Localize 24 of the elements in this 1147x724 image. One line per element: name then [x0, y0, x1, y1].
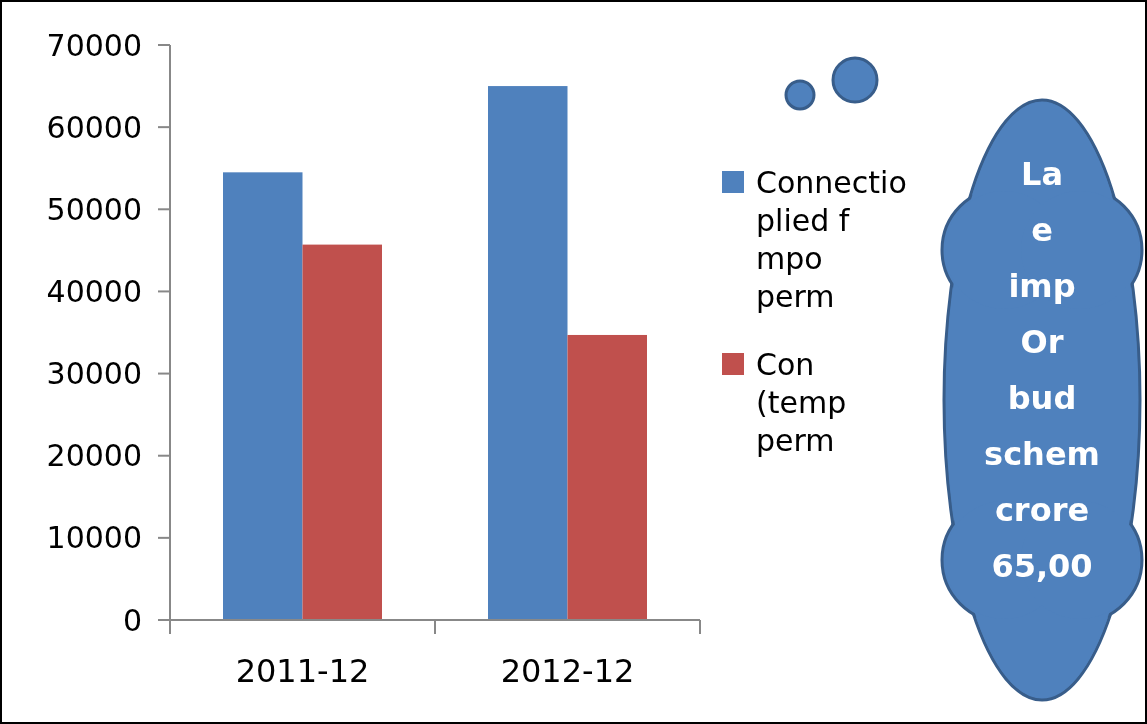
bar: [488, 86, 568, 620]
y-tick-label: 30000: [46, 356, 142, 392]
text: 65,00: [991, 547, 1093, 585]
text: e: [1031, 211, 1053, 249]
text: crore: [994, 491, 1090, 529]
legend-label: Con (temp perm: [756, 347, 847, 458]
text: bud: [1007, 379, 1077, 417]
x-tick-label: 2011-12: [235, 652, 370, 690]
y-tick-label: 0: [122, 602, 142, 638]
y-tick-label: 50000: [46, 191, 142, 227]
text: La: [1021, 155, 1063, 193]
bar: [302, 244, 382, 620]
y-tick-label: 20000: [46, 438, 142, 474]
y-tick-label: 40000: [46, 273, 142, 309]
text: imp: [1008, 267, 1076, 305]
y-tick-label: 10000: [46, 520, 142, 556]
y-tick-label: 70000: [46, 27, 142, 63]
bar: [223, 172, 303, 620]
text: schem: [984, 435, 1100, 473]
text: Or: [1020, 323, 1064, 361]
x-tick-label: 2012-12: [500, 652, 635, 690]
legend-label: Connectio plied f mpo perm: [756, 165, 907, 314]
bar: [567, 334, 647, 620]
y-tick-label: 60000: [46, 109, 142, 145]
